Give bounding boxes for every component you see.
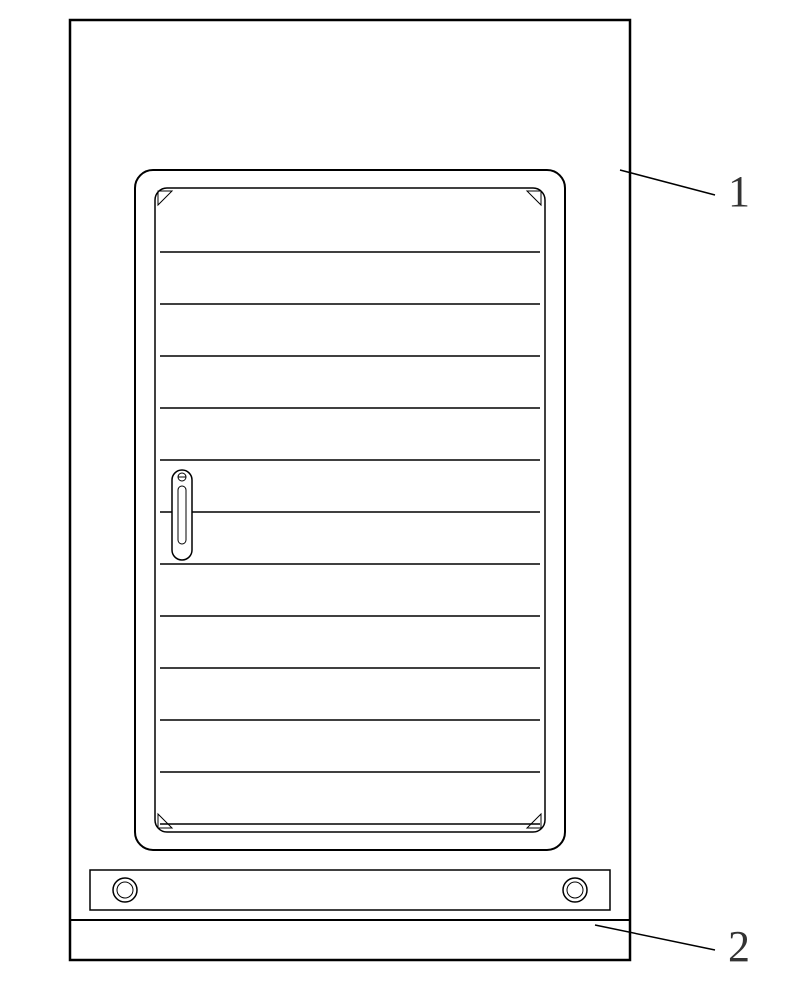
callout-label-1: 2 — [728, 922, 750, 971]
technical-drawing: 12 — [0, 0, 810, 1000]
callout-label-0: 1 — [728, 167, 750, 216]
callout-line-0 — [620, 170, 715, 195]
door-handle-outer — [172, 470, 192, 560]
door-outer — [135, 170, 565, 850]
